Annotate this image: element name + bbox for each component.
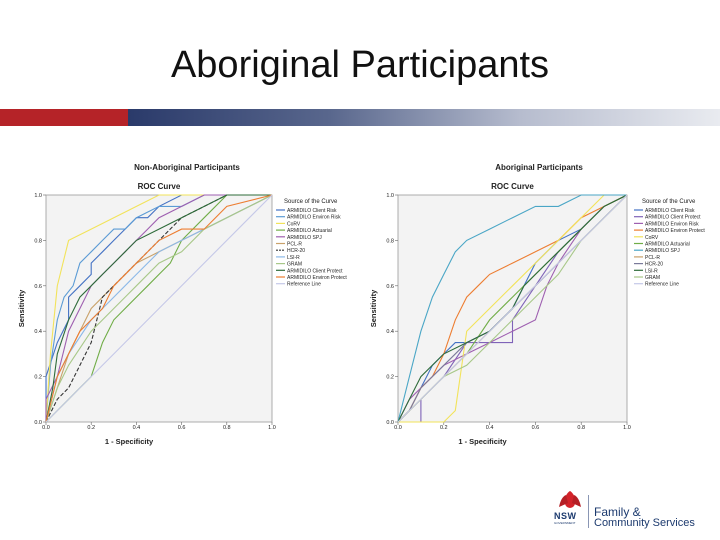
x-tick-label: 0.6 [532,425,540,431]
x-tick-label: 0.8 [223,425,231,431]
series-line [397,194,628,423]
y-tick-label: 0.2 [34,375,42,381]
x-tick-label: 0.0 [42,425,50,431]
x-tick-label: 0.6 [178,425,186,431]
y-tick-label: 0.2 [386,375,394,381]
series-line [398,194,627,423]
chart-title: Non-Aboriginal Participants [134,163,240,172]
legend-entry: CoRV [287,221,301,227]
legend-entry: CoRV [645,235,659,241]
x-tick-label: 0.4 [133,425,141,431]
legend-entry: ARMIDILO Client Protect [287,268,343,274]
y-tick-label: 0.8 [386,238,394,244]
y-axis-label: Sensitivity [17,289,26,327]
legend-entry: HCR-20 [287,248,305,254]
chart-title: Aboriginal Participants [495,163,583,172]
legend-title: Source of the Curve [284,199,338,205]
legend-title: Source of the Curve [642,199,696,205]
y-tick-label: 1.0 [34,193,42,199]
legend-entry: Reference Line [645,282,679,288]
x-tick-label: 0.2 [87,425,95,431]
chart-subtitle: ROC Curve [138,182,181,191]
chart-subtitle: ROC Curve [491,182,534,191]
legend-entry: ARMIDILO SPJ [645,248,680,254]
y-tick-label: 0.4 [34,329,42,335]
legend-entry: PCL-R [287,242,302,248]
slide-title: Aboriginal Participants [170,44,550,86]
legend-entry: ARMIDILO Client Risk [645,208,695,214]
series-line [45,194,273,423]
legend-entry: ARMIDILO Environ Protect [287,275,347,281]
legend-entry: LSI-R [287,255,300,261]
logo-government: GOVERNMENT [554,521,576,525]
title-accent-bar [0,109,720,126]
y-axis-label: Sensitivity [369,289,378,327]
legend-entry: GRAM [287,262,302,268]
x-tick-label: 0.8 [577,425,585,431]
legend-entry: ARMIDILO Actuarial [287,228,332,234]
logo-nsw: NSW [554,511,577,521]
series-line [397,194,627,423]
legend-entry: PCL-R [645,255,660,261]
y-tick-label: 0.8 [34,238,42,244]
logo-family: Family & [594,505,641,519]
x-axis-label: 1 - Specificity [458,437,507,446]
series-line [45,194,272,423]
legend-entry: Reference Line [287,282,321,288]
legend-entry: HCR-20 [645,262,663,268]
legend-entry: ARMIDILO Actuarial [645,242,690,248]
legend-entry: GRAM [645,275,660,281]
x-tick-label: 0.0 [394,425,402,431]
legend-entry: LSI-R [645,268,658,274]
x-tick-label: 1.0 [623,425,631,431]
logo-community-services: Community Services [594,517,695,529]
y-tick-label: 1.0 [386,193,394,199]
y-tick-label: 0.4 [386,329,394,335]
y-tick-label: 0.0 [34,420,42,426]
x-axis-label: 1 - Specificity [105,437,154,446]
legend-entry: ARMIDILO Environ Risk [287,215,341,221]
legend-entry: ARMIDILO SPJ [287,235,322,241]
logo-divider [588,495,589,528]
x-tick-label: 1.0 [268,425,276,431]
series-line [45,194,273,423]
chart-2: Aboriginal Participants ROC Curve 0.0 0.2 0.… [369,163,705,446]
y-tick-label: 0.6 [386,284,394,290]
legend-entry: ARMIDILO Environ Risk [645,221,699,227]
series-line [45,194,272,423]
x-tick-label: 0.4 [486,425,494,431]
y-tick-label: 0.0 [386,420,394,426]
legend-entry: ARMIDILO Client Protect [645,215,701,221]
series-line [45,194,273,423]
y-tick-label: 0.6 [34,284,42,290]
legend-entry: ARMIDILO Environ Protect [645,228,705,234]
x-tick-label: 0.2 [440,425,448,431]
legend-entry: ARMIDILO Client Risk [287,208,337,214]
